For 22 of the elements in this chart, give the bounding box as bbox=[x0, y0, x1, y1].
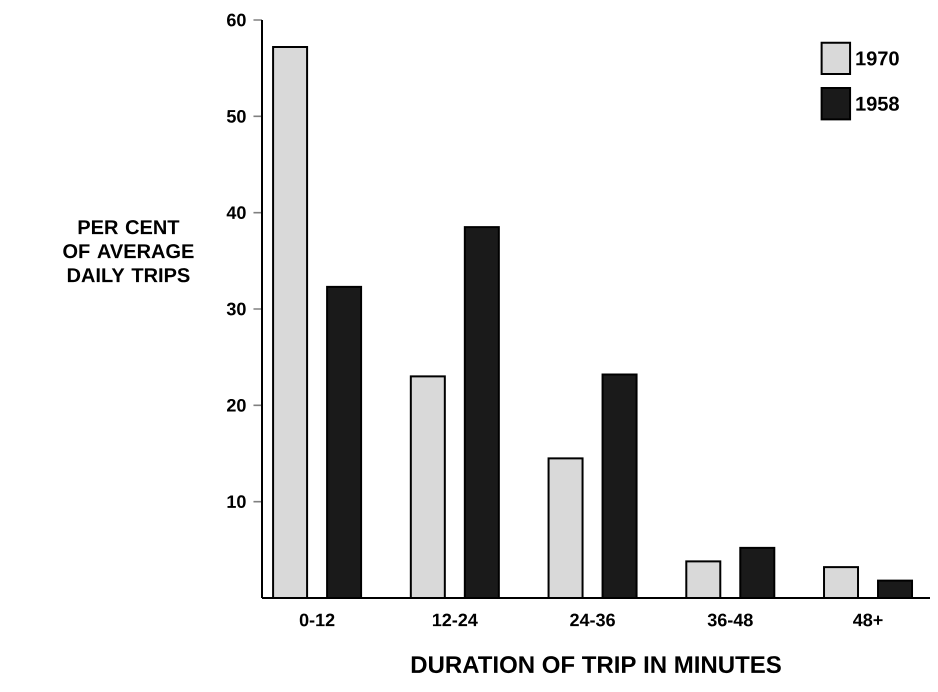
y-axis-title: PER CENT OF AVERAGE DAILY TRIPS bbox=[63, 220, 194, 282]
y-tick-label: 60 bbox=[227, 14, 246, 26]
x-axis-title: DURATION OF TRIP IN MINUTES bbox=[412, 656, 781, 674]
bar bbox=[273, 46, 308, 598]
y-tick-label: 30 bbox=[226, 302, 246, 316]
x-tick-label: 24-36 bbox=[570, 614, 615, 626]
legend-label: 1958 bbox=[856, 96, 899, 111]
bar bbox=[602, 374, 637, 598]
y-tick-label: 50 bbox=[226, 110, 246, 123]
bar bbox=[740, 548, 774, 598]
legend-label: 1970 bbox=[856, 51, 899, 66]
x-tick-label: 36-48 bbox=[708, 614, 753, 626]
x-tick-label: 48+ bbox=[853, 614, 883, 626]
bar bbox=[327, 286, 362, 598]
bar bbox=[464, 227, 499, 598]
bar bbox=[548, 458, 583, 598]
x-tick-label: 12-24 bbox=[432, 614, 478, 626]
y-tick-label: 10 bbox=[228, 495, 246, 508]
bar bbox=[410, 376, 445, 598]
y-tick-label: 20 bbox=[227, 398, 246, 412]
y-tick-label: 40 bbox=[226, 206, 246, 220]
x-tick-label: 0-12 bbox=[300, 614, 334, 626]
